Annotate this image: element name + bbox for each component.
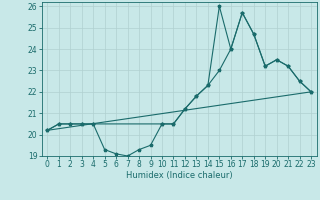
X-axis label: Humidex (Indice chaleur): Humidex (Indice chaleur) xyxy=(126,171,233,180)
